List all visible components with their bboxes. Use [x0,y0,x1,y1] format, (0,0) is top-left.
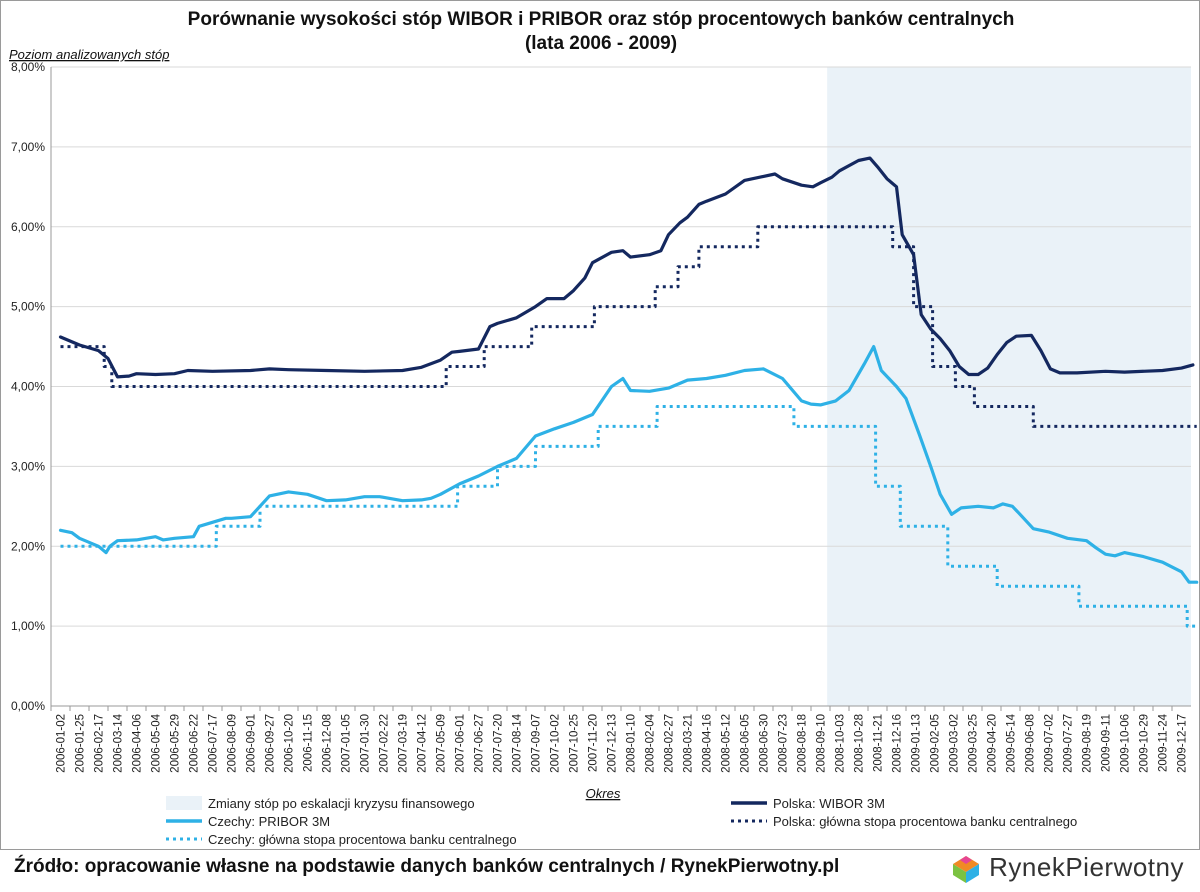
x-tick-label: 2009-05-14 [1006,713,1018,772]
x-tick-label: 2009-12-17 [1177,714,1189,773]
y-tick-label: 2,00% [11,539,45,553]
x-tick-label: 2009-10-29 [1139,714,1151,773]
x-tick-label: 2007-03-19 [398,714,410,773]
legend-label: Czechy: PRIBOR 3M [208,814,330,829]
legend-label: Zmiany stóp po eskalacji kryzysu finanso… [208,796,475,811]
x-tick-label: 2006-01-25 [75,714,87,773]
x-tick-label: 2007-04-12 [417,714,429,773]
legend-label: Czechy: główna stopa procentowa banku ce… [208,832,517,847]
x-tick-label: 2007-07-20 [493,714,505,773]
x-tick-label: 2006-11-15 [303,714,315,772]
y-tick-label: 8,00% [11,60,45,74]
x-tick-label: 2008-06-05 [740,714,752,773]
chart-title-line: (lata 2006 - 2009) [525,33,677,54]
x-tick-label: 2008-08-18 [797,714,809,773]
x-axis-title: Okres [586,786,621,801]
y-tick-label: 6,00% [11,220,45,234]
x-tick-label: 2008-07-23 [778,714,790,773]
series-line-czechy-pribor-3m [58,345,1199,584]
y-tick-label: 1,00% [11,619,45,633]
y-tick-label: 4,00% [11,380,45,394]
x-tick-label: 2009-10-06 [1120,714,1132,773]
x-tick-label: 2006-06-22 [189,714,201,773]
y-axis-title: Poziom analizowanych stóp [9,47,169,62]
x-tick-label: 2006-09-27 [265,714,277,773]
x-tick-label: 2008-01-10 [626,714,638,773]
x-tick-label: 2007-02-22 [379,714,391,773]
x-tick-label: 2006-01-02 [56,714,68,773]
x-tick-label: 2009-04-20 [987,714,999,773]
x-tick-label: 2008-11-21 [873,714,885,772]
legend-label: Polska: główna stopa procentowa banku ce… [773,814,1077,829]
x-tick-label: 2009-03-25 [968,714,980,773]
chart-svg: Porównanie wysokości stóp WIBOR i PRIBOR… [9,9,1199,847]
brand-logo: RynekPierwotny [949,850,1184,884]
legend: Zmiany stóp po eskalacji kryzysu finanso… [166,796,1077,847]
series-line-czechy-g-wna-stopa-procentowa-banku-centralnego [60,405,1197,628]
x-tick-label: 2008-02-27 [664,714,676,773]
x-tick-label: 2006-04-06 [132,714,144,773]
x-tick-label: 2009-07-27 [1063,714,1075,773]
source-footer: Źródło: opracowanie własne na podstawie … [14,856,840,877]
chart-title-line: Porównanie wysokości stóp WIBOR i PRIBOR… [188,9,1015,30]
brand-logo-text: RynekPierwotny [989,851,1184,882]
chart-frame: Porównanie wysokości stóp WIBOR i PRIBOR… [0,0,1200,850]
x-tick-label: 2006-07-17 [208,714,220,773]
x-tick-label: 2007-10-25 [569,714,581,773]
y-tick-label: 7,00% [11,140,45,154]
chart-title: Porównanie wysokości stóp WIBOR i PRIBOR… [188,9,1015,54]
series-line-polska-wibor-3m [58,156,1195,379]
x-tick-label: 2007-11-20 [588,714,600,772]
series-line-polska-g-wna-stopa-procentowa-banku-centralnego [60,225,1197,428]
x-tick-label: 2008-04-16 [702,714,714,773]
x-tick-label: 2007-09-07 [531,714,543,773]
y-tick-label: 3,00% [11,459,45,473]
x-tick-label: 2008-05-12 [721,714,733,773]
x-tick-label: 2006-09-01 [246,714,258,773]
y-tick-label: 0,00% [11,699,45,713]
x-tick-label: 2006-10-20 [284,714,296,773]
x-tick-label: 2006-08-09 [227,714,239,773]
x-tick-label: 2007-06-01 [455,714,467,773]
x-tick-label: 2009-03-02 [949,714,961,773]
x-tick-label: 2009-06-08 [1025,714,1037,773]
x-tick-label: 2008-10-28 [854,714,866,773]
x-axis-ticks: 2006-01-02 2006-01-25 2006-02-17 2006-03-14… [50,706,1189,773]
x-tick-label: 2006-03-14 [113,713,125,772]
x-tick-label: 2009-07-02 [1044,714,1056,773]
x-tick-label: 2008-12-16 [892,714,904,773]
legend-swatch-area [166,796,202,810]
x-tick-label: 2007-06-27 [474,714,486,773]
x-tick-label: 2009-02-05 [930,714,942,773]
x-tick-label: 2006-02-17 [94,714,106,773]
x-tick-label: 2008-09-10 [816,714,828,773]
x-tick-label: 2006-05-29 [170,714,182,773]
x-tick-label: 2008-10-03 [835,714,847,773]
x-tick-label: 2009-09-11 [1101,714,1113,772]
x-tick-label: 2007-01-30 [360,714,372,773]
x-tick-label: 2008-03-21 [683,714,695,773]
y-axis-ticks: 0,00% 1,00% 2,00% 3,00% 4,00% 5,00% 6,00% 7,00%… [11,60,45,713]
axis-labels: Poziom analizowanych stóp Okres [9,47,621,801]
x-tick-label: 2007-01-05 [341,714,353,773]
x-tick-label: 2007-12-13 [607,714,619,773]
x-tick-label: 2008-02-04 [645,713,657,772]
x-tick-label: 2006-12-08 [322,714,334,773]
series-lines [58,156,1199,628]
x-tick-label: 2009-11-24 [1158,713,1170,772]
x-tick-label: 2007-08-14 [512,713,524,772]
x-tick-label: 2009-08-19 [1082,714,1094,773]
x-tick-label: 2007-05-09 [436,714,448,773]
x-tick-label: 2006-05-04 [151,713,163,772]
x-tick-label: 2009-01-13 [911,714,923,773]
legend-label: Polska: WIBOR 3M [773,796,885,811]
house-cube-icon [953,856,980,883]
x-tick-label: 2008-06-30 [759,714,771,773]
x-tick-label: 2007-10-02 [550,714,562,773]
y-tick-label: 5,00% [11,300,45,314]
